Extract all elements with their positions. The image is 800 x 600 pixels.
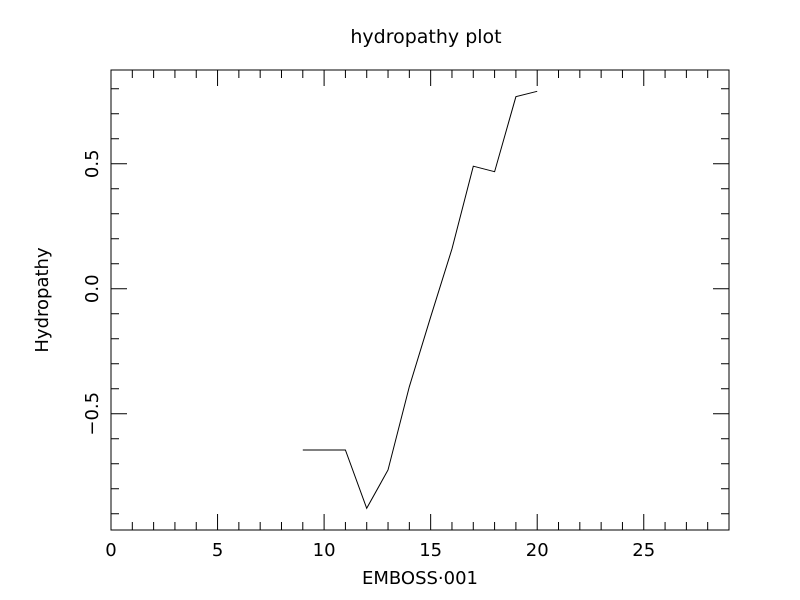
y-axis-ticks — [111, 88, 729, 515]
y-tick-label: 0.0 — [82, 274, 103, 303]
x-tick-label: 5 — [212, 540, 223, 561]
x-tick-label: 10 — [313, 540, 336, 561]
y-tick-label: 0.5 — [82, 149, 103, 178]
plot-frame — [110, 69, 730, 531]
x-axis-tick-labels: 0 5 10 15 20 25 — [105, 540, 655, 561]
x-tick-label: 25 — [632, 540, 655, 561]
x-tick-label: 0 — [105, 540, 116, 561]
x-axis-ticks — [110, 70, 730, 530]
x-axis-label: EMBOSS·001 — [362, 568, 478, 589]
x-tick-label: 20 — [526, 540, 549, 561]
y-tick-label: −0.5 — [82, 392, 103, 436]
chart-title: hydropathy plot — [350, 26, 501, 48]
hydropathy-series-line — [302, 90, 538, 510]
y-axis-label: Hydropathy — [32, 247, 53, 353]
x-tick-label: 15 — [419, 540, 442, 561]
y-axis-tick-labels: −0.5 0.0 0.5 — [82, 149, 103, 435]
